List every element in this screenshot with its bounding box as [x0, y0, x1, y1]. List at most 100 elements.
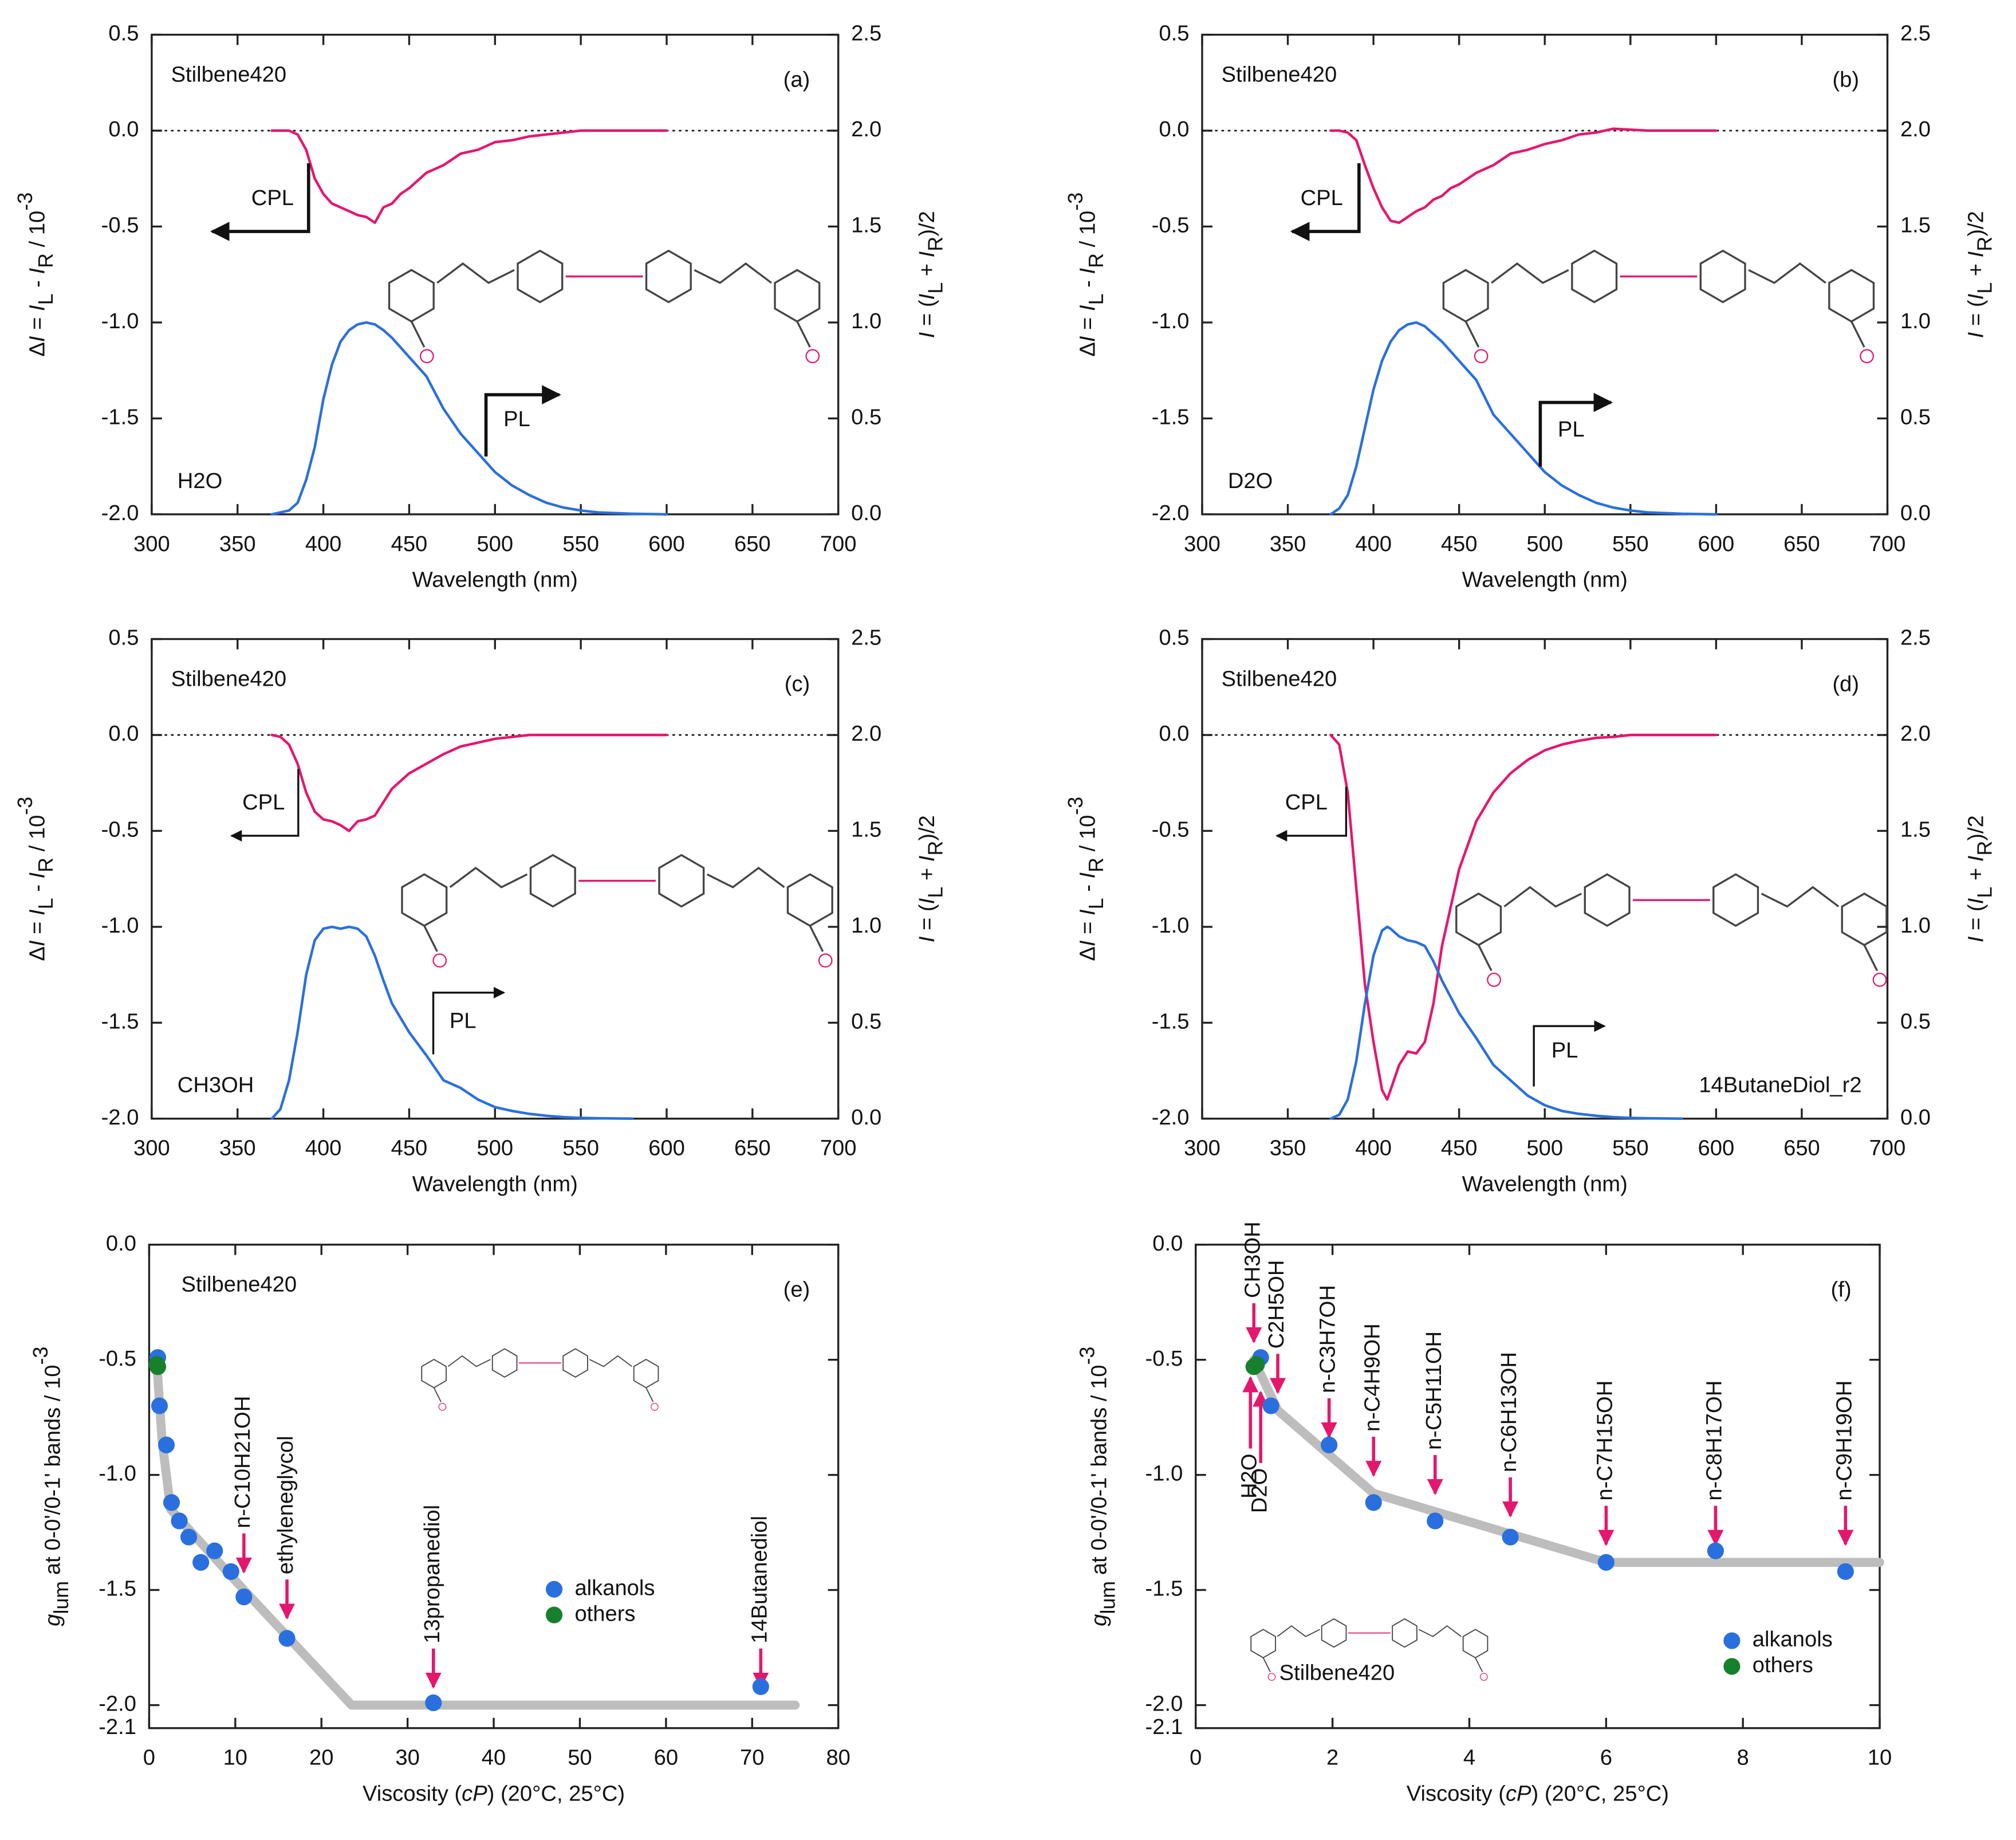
label-part: R [924, 841, 947, 856]
sulfonate [1262, 1657, 1483, 1672]
label-part: I [1964, 332, 1989, 338]
x-tick-label: 40 [482, 1745, 506, 1770]
y2-tick-label: 2.5 [851, 21, 881, 46]
label-part: / 10 [1076, 815, 1100, 858]
label-part: ) (20°C, 25°C) [1531, 1782, 1669, 1806]
series-label: CPL [251, 186, 294, 210]
x-tick-label: 350 [219, 1136, 256, 1161]
series-label: PL [450, 1009, 477, 1033]
annotation: 14Butanediol [747, 1516, 771, 1644]
oxygen [805, 349, 820, 364]
label-part: = [25, 915, 49, 940]
annotation: C2H5OH [1264, 1260, 1289, 1349]
x-tick-label: 450 [1441, 532, 1478, 556]
label-part: R [1085, 253, 1108, 268]
bond [1491, 262, 1569, 284]
label-part: = ( [915, 300, 939, 332]
label-part: )/2 [915, 815, 939, 841]
y2-tick-label: 1.5 [1900, 213, 1931, 238]
label-part: I [25, 909, 49, 915]
data-point [1707, 1542, 1724, 1559]
x-tick-label: 6 [1600, 1745, 1612, 1770]
x-tick-label: 0 [1190, 1745, 1202, 1770]
label-part: Viscosity ( [363, 1782, 462, 1806]
data-point [206, 1542, 223, 1559]
series-line [1329, 321, 1718, 516]
y2-tick-label: 2.5 [1900, 626, 1931, 650]
series-line [1329, 733, 1718, 1101]
x-tick-label: 20 [309, 1745, 333, 1770]
label-part: L [924, 887, 947, 898]
legend-swatch [1723, 1658, 1741, 1675]
annotation: Stilbene420 [171, 666, 287, 691]
x-tick-label: 60 [654, 1745, 678, 1770]
series-label: CPL [1301, 186, 1343, 210]
x-tick-label: 30 [395, 1745, 419, 1770]
x-tick-label: 600 [648, 1136, 685, 1161]
series-arrow [484, 385, 561, 457]
y-axis-title: ΔI = IL - IR / 10-3 [1064, 797, 1108, 961]
label-part: cP [462, 1782, 487, 1806]
label-part: Wavelength (nm) [1462, 568, 1628, 592]
label-part: = [1076, 311, 1100, 336]
series-label: CPL [242, 790, 285, 815]
label-part: Δ [1076, 946, 1100, 961]
y-tick-label: 0.5 [1159, 626, 1189, 650]
y2-tick-label: 0.5 [1900, 404, 1931, 429]
x-tick-label: 700 [1869, 532, 1906, 556]
y2-tick-label: 2.0 [851, 117, 881, 141]
y-tick-label: -1.5 [1152, 1009, 1190, 1033]
series-arrow [210, 163, 310, 241]
series-arrow [432, 986, 506, 1055]
label-part: / 10 [25, 211, 49, 253]
annotation: n-C8H17OH [1702, 1381, 1726, 1501]
label-part: I [1076, 305, 1100, 311]
label-part: R [34, 858, 58, 872]
y-tick-label: -1.0 [101, 913, 139, 938]
oxygen [438, 1403, 447, 1411]
x-axis-title: Wavelength (nm) [1462, 568, 1628, 592]
label-part: I [1964, 855, 1989, 862]
ring [658, 854, 705, 908]
y-tick-label: -1.5 [99, 1576, 136, 1601]
y-tick-label: -0.5 [1152, 213, 1190, 238]
y2-tick-label: 0.0 [1900, 501, 1931, 525]
series-arrow [1290, 163, 1361, 241]
panel-label: (c) [785, 671, 810, 696]
label-part: -3 [14, 192, 37, 211]
molecule [401, 854, 833, 968]
x-axis-title: Viscosity (cP) (20°C, 25°C) [363, 1782, 625, 1806]
label-part: = ( [915, 904, 939, 936]
y-axis-title: glum at 0-0'/0-1' bands / 10-3 [29, 1347, 73, 1626]
label-part: at 0-0'/0-1' bands / 10 [1087, 1365, 1112, 1581]
y2-tick-label: 1.5 [851, 817, 881, 842]
label-part: R [1085, 858, 1108, 872]
bond [1277, 1625, 1320, 1637]
label-part: Viscosity ( [1407, 1782, 1506, 1806]
annotation: Stilbene420 [171, 62, 287, 87]
y-tick-label: -2.0 [101, 1105, 139, 1130]
oxygen [419, 349, 434, 364]
panel-label: (e) [783, 1277, 810, 1302]
x-axis-title: Wavelength (nm) [1462, 1172, 1628, 1197]
annotation: 13propanediol [420, 1505, 444, 1644]
y-tick-label: 0.5 [108, 21, 139, 46]
x-tick-label: 700 [820, 532, 857, 556]
y2-tick-label: 2.5 [1900, 21, 1931, 46]
label-part: I [1964, 251, 1989, 257]
y-tick-label: -1.0 [1152, 309, 1190, 333]
ring [645, 249, 692, 304]
molecule [1442, 249, 1875, 364]
annotation: n-C10H21OH [230, 1396, 255, 1528]
oxygen [1480, 1673, 1488, 1681]
y2-tick-label: 0.5 [851, 1009, 881, 1033]
series-arrow [230, 769, 300, 842]
x-tick-label: 500 [1526, 532, 1563, 556]
x-axis-title: Wavelength (nm) [412, 1172, 578, 1197]
x-tick-label: 600 [648, 532, 685, 556]
series-line [270, 733, 668, 832]
label-part: = [1076, 915, 1100, 940]
oxygen [651, 1403, 659, 1411]
oxygen [1860, 349, 1874, 364]
label-part: )/2 [1964, 815, 1989, 841]
